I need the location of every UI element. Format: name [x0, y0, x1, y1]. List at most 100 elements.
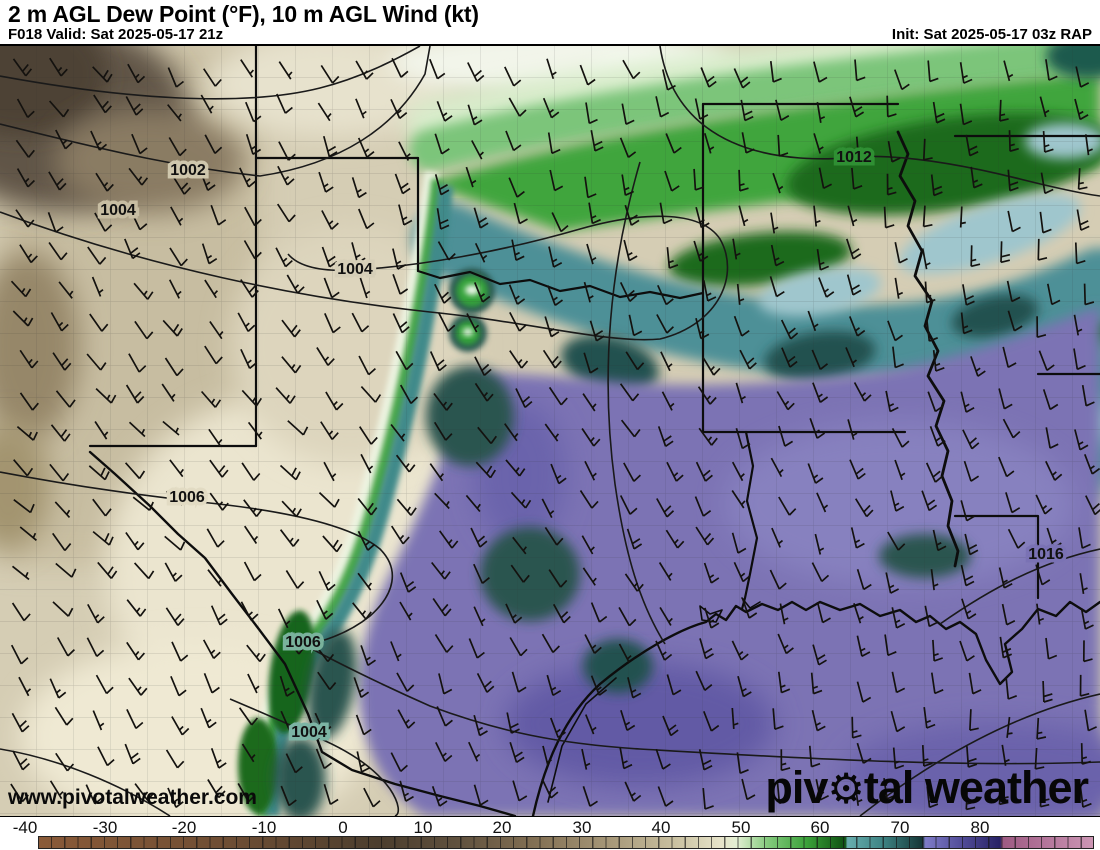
wind-barb — [396, 498, 417, 516]
wind-barb — [584, 176, 597, 199]
wind-barb — [960, 500, 975, 522]
wind-barb — [86, 353, 107, 371]
wind-barb — [58, 281, 74, 299]
wind-barb — [542, 349, 562, 369]
wind-barb — [126, 599, 147, 617]
wind-barb — [621, 103, 635, 125]
wind-barb — [92, 710, 105, 731]
wind-barb — [276, 93, 293, 114]
wind-barb — [390, 423, 406, 442]
wind-barb — [11, 602, 31, 622]
wind-barb — [552, 603, 571, 624]
wind-barb — [778, 425, 794, 447]
wind-barb — [619, 282, 638, 302]
wind-barb — [396, 672, 415, 692]
wind-barb — [890, 710, 906, 733]
wind-barb — [19, 349, 39, 369]
wind-barb — [777, 633, 794, 655]
wind-barb — [855, 136, 864, 158]
wind-barb — [1084, 709, 1097, 732]
wind-barb — [965, 788, 976, 811]
wind-barb — [851, 167, 863, 190]
wind-barb — [19, 244, 38, 264]
wind-barb — [49, 57, 68, 77]
wind-barb — [315, 748, 333, 770]
wind-barb — [243, 561, 262, 582]
wind-barb — [660, 351, 673, 372]
wind-barb — [202, 68, 222, 87]
wind-barb — [55, 562, 77, 578]
wind-barb — [620, 419, 641, 438]
wind-barb — [623, 462, 641, 482]
wind-barb — [856, 681, 872, 703]
wind-barb — [927, 391, 944, 413]
wind-barb — [171, 641, 189, 662]
wind-barb — [210, 748, 227, 769]
wind-barb — [961, 598, 977, 620]
wind-barb — [19, 526, 37, 541]
wind-barb — [512, 536, 527, 555]
wind-barb — [926, 320, 939, 342]
wind-barb — [1085, 495, 1100, 516]
wind-barb — [581, 748, 591, 770]
wind-barb — [1083, 283, 1095, 306]
wind-barb — [704, 607, 720, 629]
wind-barb — [780, 749, 791, 772]
wind-barb — [620, 709, 636, 732]
wind-barb — [1000, 241, 1011, 264]
wind-barb — [741, 597, 758, 619]
wind-barb — [739, 349, 757, 370]
wind-barb — [1045, 460, 1063, 481]
wind-barb — [398, 141, 411, 161]
wind-barb — [429, 351, 447, 372]
wind-barb — [1001, 744, 1010, 766]
wind-barb — [695, 206, 710, 229]
weather-map-svg: 1002 1004 1004 1006 1006 1004 1012 1016 — [0, 46, 1100, 816]
wind-barb — [168, 279, 182, 299]
wind-barb — [624, 573, 644, 592]
wind-barb — [247, 421, 263, 440]
wind-barb — [508, 284, 526, 305]
wind-barb — [505, 130, 522, 152]
wind-barb — [200, 707, 217, 729]
wind-barb — [655, 748, 671, 770]
wind-barb — [626, 528, 643, 550]
wind-barb — [849, 459, 866, 480]
wind-barb — [856, 635, 871, 657]
wind-barb — [94, 421, 109, 440]
wind-barb — [695, 461, 713, 482]
wind-barb — [162, 420, 180, 436]
wind-barb — [544, 423, 560, 442]
wind-barb — [279, 675, 295, 697]
wind-barb — [13, 459, 34, 477]
wind-barb — [124, 743, 141, 765]
wind-barb — [542, 745, 552, 767]
wind-barb — [891, 671, 906, 694]
wind-barb — [473, 606, 486, 627]
wind-barb — [280, 710, 298, 732]
colorbar-tick-label: -40 — [12, 818, 38, 837]
wind-barb — [619, 747, 633, 770]
wind-barb — [588, 202, 601, 225]
wind-barb — [550, 463, 567, 485]
wind-barb — [237, 312, 256, 333]
wind-barb — [473, 563, 490, 584]
wind-barb — [363, 787, 381, 808]
wind-barb — [818, 167, 832, 190]
colorbar-tick-label: -20 — [171, 818, 197, 837]
wind-barb — [162, 319, 183, 337]
wind-barb — [657, 786, 674, 807]
wind-barb — [964, 533, 979, 556]
wind-barb — [395, 350, 414, 371]
wind-barb — [666, 247, 679, 269]
wind-barb — [164, 535, 186, 551]
wind-barb — [128, 167, 149, 186]
wind-barb — [731, 461, 745, 482]
wind-barb — [277, 608, 291, 629]
wind-barb — [321, 210, 339, 230]
wind-barb — [52, 352, 72, 371]
wind-barb — [584, 634, 602, 654]
wind-barb — [322, 535, 343, 553]
wind-barb — [392, 274, 409, 295]
wind-barb — [547, 285, 563, 306]
